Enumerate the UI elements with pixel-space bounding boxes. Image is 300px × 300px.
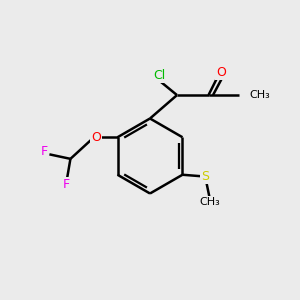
Text: CH₃: CH₃ [249, 90, 270, 100]
Text: Cl: Cl [153, 69, 165, 82]
Text: F: F [62, 178, 70, 191]
Text: CH₃: CH₃ [199, 197, 220, 207]
Text: O: O [91, 131, 101, 144]
Text: F: F [41, 146, 48, 158]
Text: O: O [217, 65, 226, 79]
Text: S: S [201, 170, 209, 183]
